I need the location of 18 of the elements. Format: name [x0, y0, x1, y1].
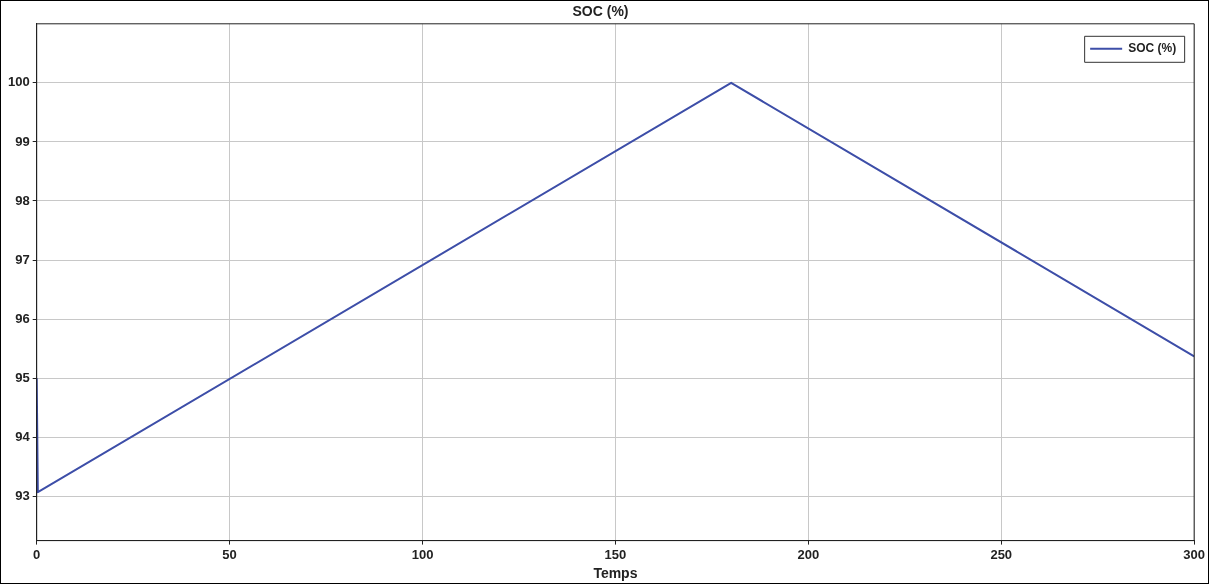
- y-tick-label: 99: [15, 133, 30, 149]
- y-tick-label: 96: [15, 310, 30, 326]
- y-tick-label: 93: [15, 487, 30, 503]
- x-tick-label: 150: [604, 546, 627, 562]
- x-tick-label: 200: [797, 546, 820, 562]
- y-tick-label: 94: [15, 428, 31, 444]
- x-tick-label: 50: [222, 546, 237, 562]
- y-tick-label: 100: [7, 74, 30, 90]
- x-tick-label: 100: [411, 546, 434, 562]
- x-tick-label: 250: [990, 546, 1013, 562]
- x-tick-label: 0: [33, 546, 41, 562]
- x-axis-title: Temps: [593, 565, 638, 582]
- y-tick-label: 98: [15, 192, 30, 208]
- x-tick-label: 300: [1183, 546, 1206, 562]
- y-tick-label: 95: [15, 369, 30, 385]
- chart-title: SOC (%): [572, 3, 629, 20]
- y-tick-label: 97: [15, 251, 30, 267]
- legend-label: SOC (%): [1128, 41, 1177, 56]
